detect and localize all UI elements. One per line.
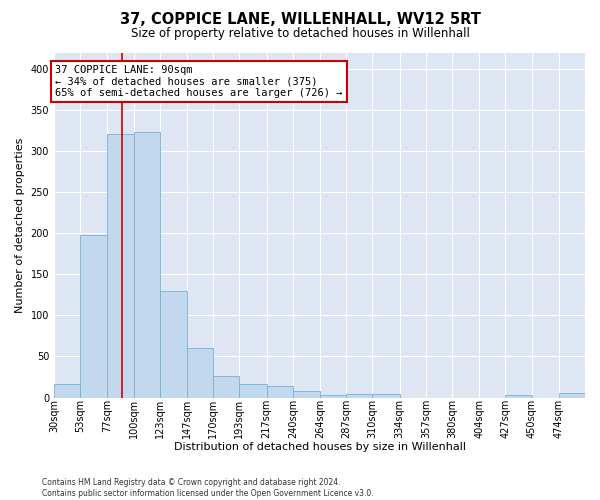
Bar [505, 395, 532, 398]
Bar [239, 384, 266, 398]
Y-axis label: Number of detached properties: Number of detached properties [15, 138, 25, 312]
Bar [134, 132, 160, 398]
Bar [213, 376, 239, 398]
Bar [320, 395, 346, 398]
Bar [373, 394, 400, 398]
Bar [346, 394, 373, 398]
Bar [160, 291, 187, 398]
Text: Size of property relative to detached houses in Willenhall: Size of property relative to detached ho… [131, 28, 469, 40]
Text: Contains HM Land Registry data © Crown copyright and database right 2024.
Contai: Contains HM Land Registry data © Crown c… [42, 478, 374, 498]
X-axis label: Distribution of detached houses by size in Willenhall: Distribution of detached houses by size … [173, 442, 466, 452]
Bar [187, 348, 213, 398]
Bar [80, 235, 107, 398]
Bar [293, 391, 320, 398]
Text: 37, COPPICE LANE, WILLENHALL, WV12 5RT: 37, COPPICE LANE, WILLENHALL, WV12 5RT [119, 12, 481, 28]
Bar [54, 384, 80, 398]
Bar [559, 394, 585, 398]
Bar [266, 386, 293, 398]
Bar [107, 134, 134, 398]
Text: 37 COPPICE LANE: 90sqm
← 34% of detached houses are smaller (375)
65% of semi-de: 37 COPPICE LANE: 90sqm ← 34% of detached… [55, 65, 343, 98]
